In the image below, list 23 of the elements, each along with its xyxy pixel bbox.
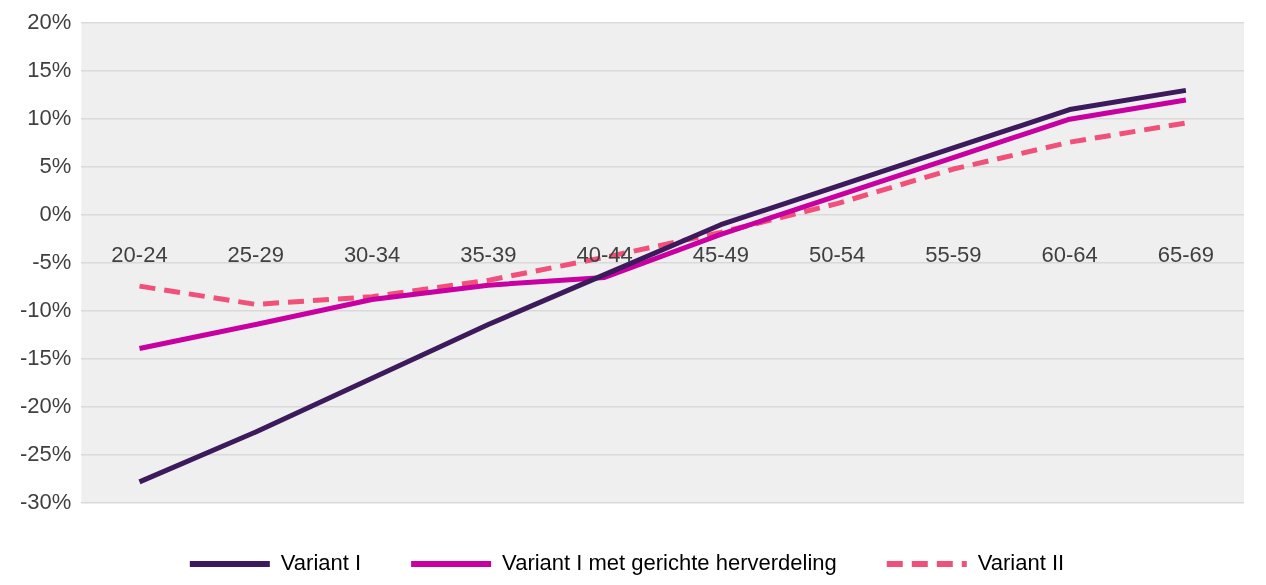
y-tick-label: -30% (20, 489, 72, 515)
y-tick-label: -15% (20, 345, 72, 371)
x-tick-label: 60-64 (1041, 242, 1098, 268)
y-tick-label: 20% (27, 9, 72, 35)
y-tick-label: -25% (20, 441, 72, 467)
legend-label: Variant II (977, 550, 1065, 576)
legend-label: Variant I (280, 550, 362, 576)
x-tick-label: 20-24 (111, 242, 168, 268)
y-tick-label: -5% (32, 249, 72, 275)
x-tick-label: 25-29 (227, 242, 284, 268)
x-tick-label: 65-69 (1157, 242, 1215, 268)
x-tick-label: 45-49 (692, 242, 749, 268)
y-tick-label: 10% (27, 105, 72, 131)
y-tick-label: 0% (39, 201, 72, 227)
legend-label: Variant I met gerichte herverdeling (502, 550, 837, 576)
y-tick-label: 15% (27, 57, 72, 83)
y-tick-label: -10% (20, 297, 72, 323)
x-tick-label: 35-39 (460, 242, 517, 268)
x-tick-label: 30-34 (343, 242, 401, 268)
x-tick-label: 50-54 (808, 242, 866, 268)
x-tick-label: 55-59 (925, 242, 982, 268)
y-tick-label: 5% (39, 153, 72, 179)
y-tick-label: -20% (20, 393, 72, 419)
